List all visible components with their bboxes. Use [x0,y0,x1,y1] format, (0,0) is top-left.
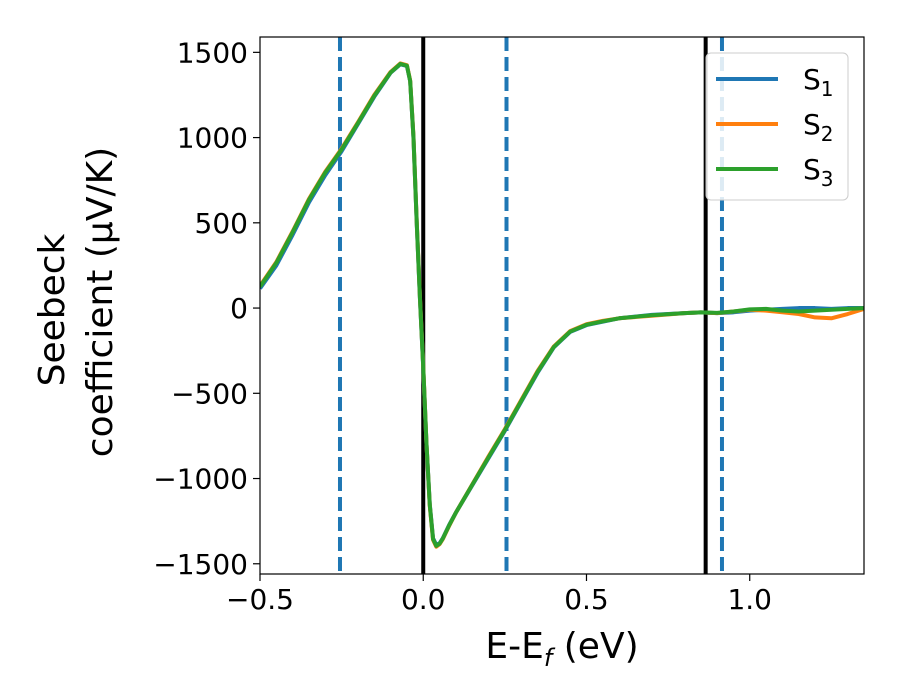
y-tick-label-0: 1500 [177,36,248,69]
x-tick-label-1: 0.0 [401,583,446,616]
plot-frame [259,36,865,575]
y-tick-label-6: −1500 [153,548,248,581]
x-axis-title-unit: (eV) [552,626,638,667]
series-line-S3 [260,61,864,548]
y-axis-title-line2: coefficient (μV/K) [80,147,121,457]
y-axis-title: Seebeck coefficient (μV/K) [32,147,121,457]
x-axis-title: E-Ef (eV) [485,626,638,672]
legend: S1 S2 S3 [705,52,849,201]
legend-label-S3: S3 [803,153,834,191]
series-lines [260,61,864,549]
y-axis-title-line1: Seebeck [32,233,73,386]
x-tick-label-0: −0.5 [226,583,294,616]
x-tick-label-3: 1.0 [727,583,772,616]
legend-label-S2: S2 [803,108,834,146]
x-tick-label-2: 0.5 [564,583,609,616]
legend-box [705,52,849,201]
vertical-reference-lines [337,37,724,574]
x-axis-title-main: E-E [485,626,543,667]
legend-label-S1: S1 [803,63,834,101]
y-tick-label-1: 1000 [177,122,248,155]
y-tick-label-3: 0 [230,292,248,325]
y-tick-label-4: −500 [171,377,248,410]
legend-entries: S1 S2 S3 [716,63,834,191]
y-tick-label-5: −1000 [153,463,248,496]
y-axis-ticks: 1500 1000 500 0 −500 −1000 −1500 [153,36,260,581]
y-tick-label-2: 500 [195,207,248,240]
x-axis-ticks: −0.5 0.0 0.5 1.0 [226,574,772,616]
